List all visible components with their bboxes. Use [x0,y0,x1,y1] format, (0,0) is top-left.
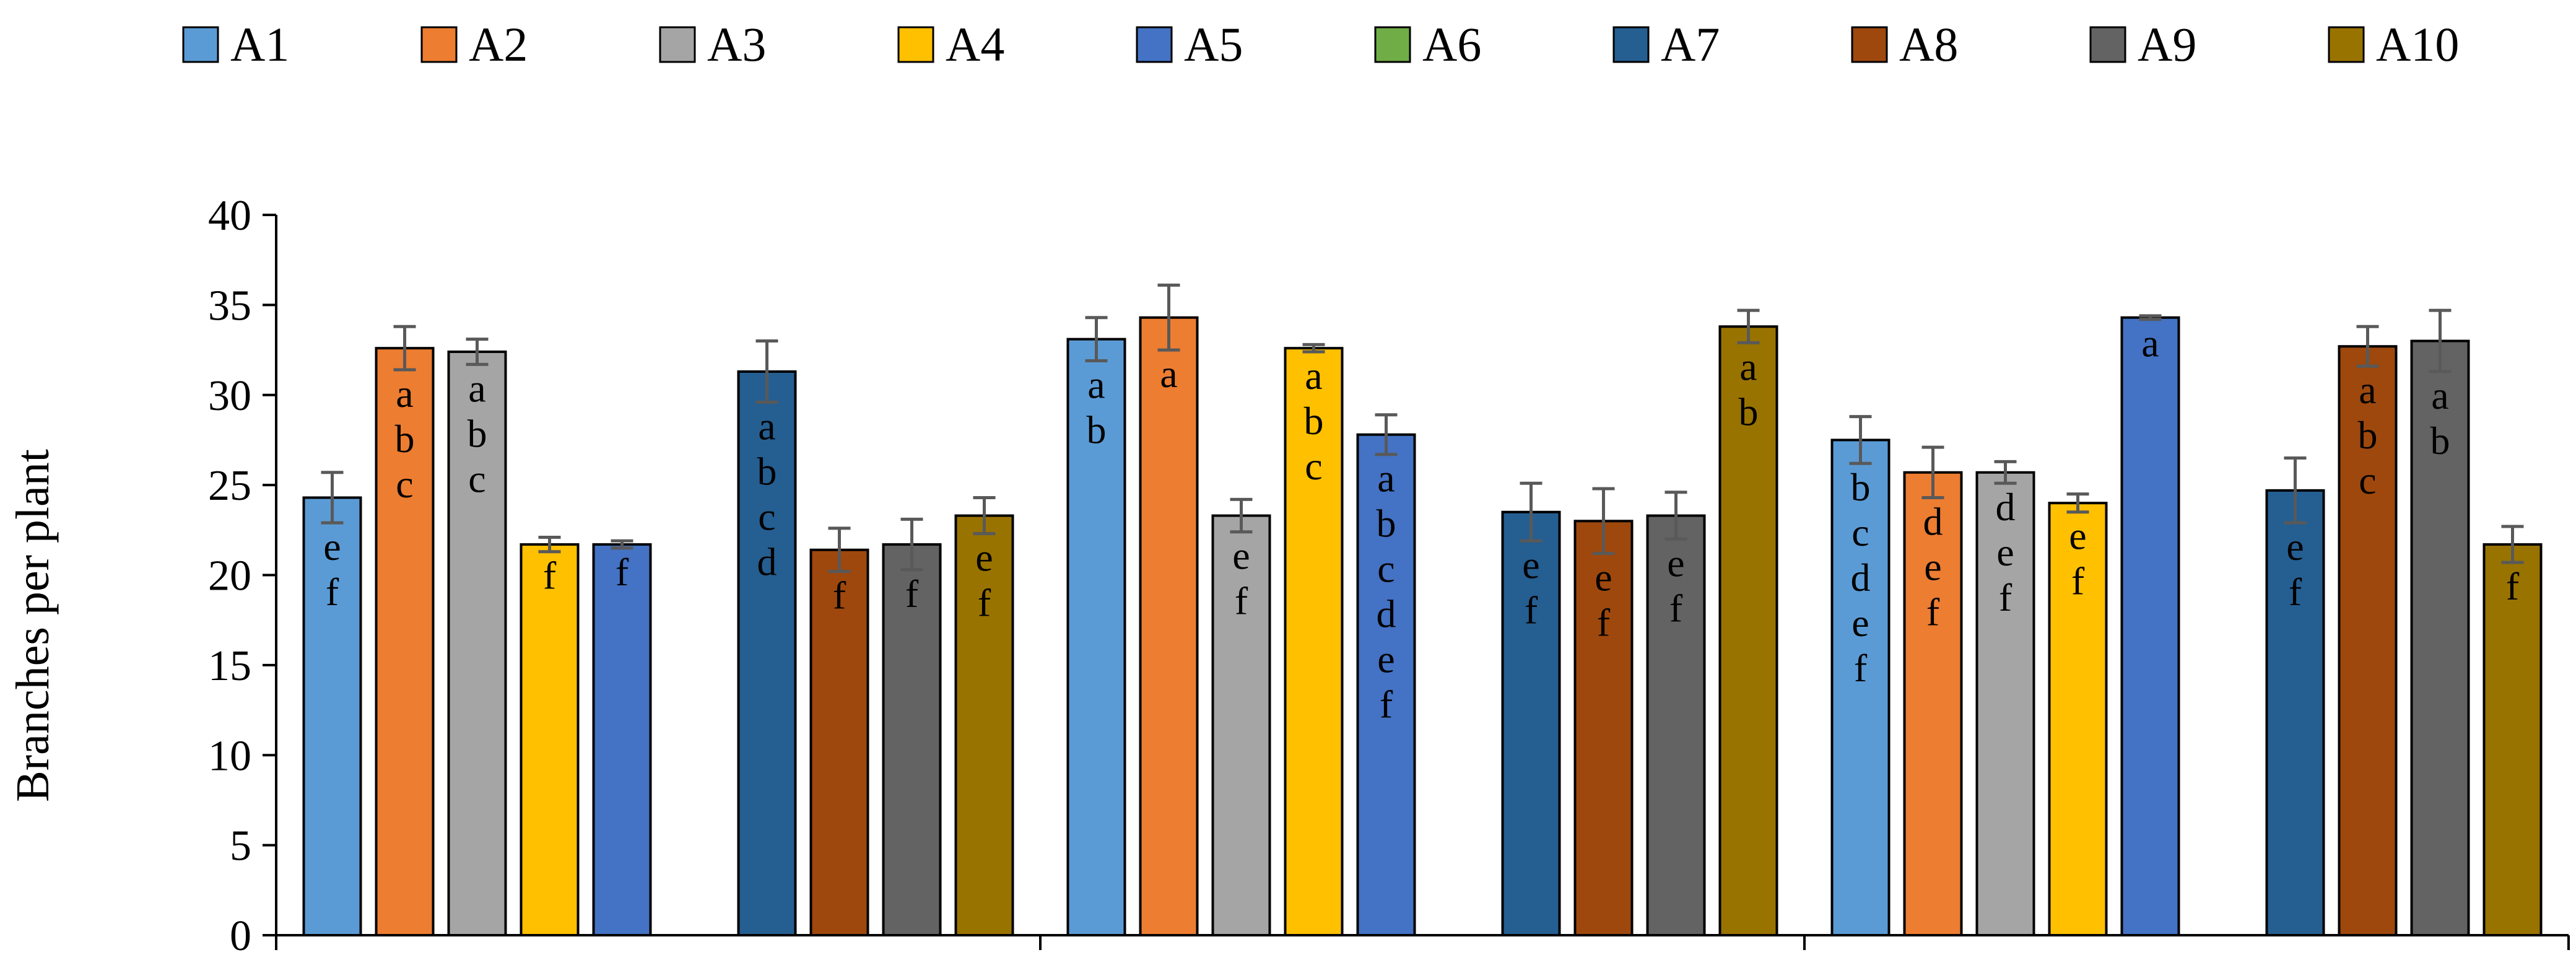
legend-swatch [2328,26,2365,63]
bar-a2 [1139,316,1199,936]
bars: e fa b ca b cf fa b c df fe fa bae fa b c a b c d e fe fe fe fa b… [302,283,2543,936]
bar-a1 [1066,338,1126,936]
significance-letters: f [543,554,557,598]
legend-swatch [1136,26,1173,63]
legend-item-a5: A5 [1136,17,1243,71]
significance-letters: a [2141,321,2159,365]
significance-letters: f [905,572,919,616]
bar-a1 [1830,439,1891,936]
y-tick-label: 15 [208,642,251,690]
legend-item-a10: A10 [2328,17,2459,71]
bar-a4 [520,543,580,936]
bar-a8 [809,548,869,936]
legend-label: A2 [469,17,528,71]
y-tick-label: 30 [208,372,251,420]
bar-a7 [737,370,797,936]
legend-swatch [420,26,458,63]
bar-a8 [1573,520,1634,936]
bar-a2 [1903,471,1963,936]
bar-a3 [447,350,507,936]
bar-a9 [1646,514,1706,936]
axes: 0 5 10 15 20 25 30 35 40 [208,192,2570,960]
legend-label: A6 [1422,17,1481,71]
bar-a9 [882,543,942,936]
legend-item-a9: A9 [2089,17,2196,71]
bar-a4 [1284,347,1344,936]
legend-item-a8: A8 [1851,17,1958,71]
legend-label: A4 [946,17,1004,71]
legend-item-a3: A3 [659,17,766,71]
legend-swatch [1612,26,1650,63]
bar-group-1: e f a b c a b c f f a b c d f f e f [302,325,1014,936]
y-tick-label: 25 [208,462,251,510]
legend-label: A1 [230,17,289,71]
bar-a5 [592,543,652,936]
legend-item-a6: A6 [1374,17,1481,71]
bar-a10 [954,514,1014,936]
legend-item-a4: A4 [897,17,1004,71]
bar-a5 [2120,316,2180,936]
y-tick-label: 40 [208,192,251,240]
significance-letters: a [1160,352,1177,396]
legend-swatch [897,26,934,63]
legend-swatch [1851,26,1888,63]
y-tick-label: 20 [208,552,251,600]
legend-label: A7 [1661,17,1720,71]
legend-label: A8 [1899,17,1958,71]
legend-label: A5 [1184,17,1243,71]
y-tick-label: 35 [208,282,251,329]
bar-a10 [1718,325,1778,936]
legend-label: A10 [2376,17,2459,71]
y-tick-label: 0 [230,912,251,960]
bar-a5 [1356,433,1416,936]
y-tick-label: 5 [230,822,251,870]
legend-item-a1: A1 [182,17,289,71]
legend-item-a7: A7 [1612,17,1720,71]
legend-swatch [2089,26,2126,63]
y-axis-label: Branches per plant [7,449,59,802]
y-tick-label: 10 [208,732,251,780]
significance-letters: f [2506,564,2520,608]
significance-letters: f [616,550,629,594]
legend-label: A3 [707,17,766,71]
bar-a3 [1975,471,2035,936]
legend-swatch [182,26,219,63]
bar-group-3: b c d e f d e f d e f e f a e f a b c a b f [1830,308,2543,936]
legend-label: A9 [2138,17,2196,71]
bar-a4 [2048,502,2108,936]
legend-swatch [659,26,696,63]
bar-a10 [2482,543,2543,936]
bar-group-2: a bae fa b c a b c d e fe fe fe fa b [1066,283,1778,936]
bar-a2 [375,347,435,936]
legend-swatch [1374,26,1411,63]
significance-letters: f [833,574,846,617]
legend: A1 A2 A3 A4 A5 A6 A7 A8 A9 A10 [182,17,2459,71]
legend-item-a2: A2 [420,17,528,71]
